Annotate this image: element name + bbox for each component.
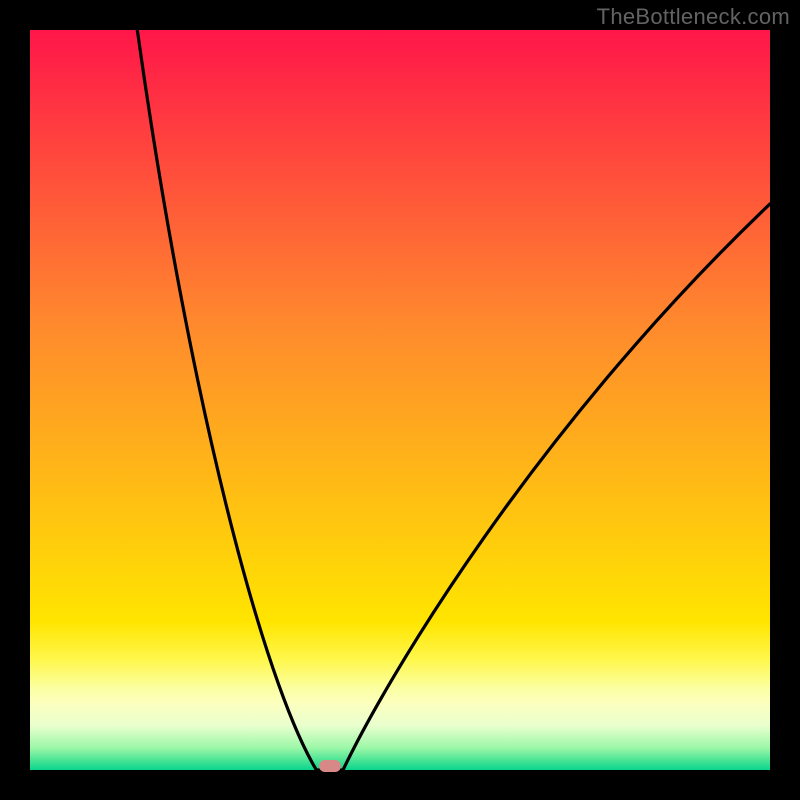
bottleneck-curve xyxy=(30,30,770,770)
dip-marker xyxy=(319,760,341,772)
plot-area xyxy=(30,30,770,770)
watermark-text: TheBottleneck.com xyxy=(597,4,790,30)
curve-path xyxy=(137,30,770,770)
chart-frame: TheBottleneck.com xyxy=(0,0,800,800)
